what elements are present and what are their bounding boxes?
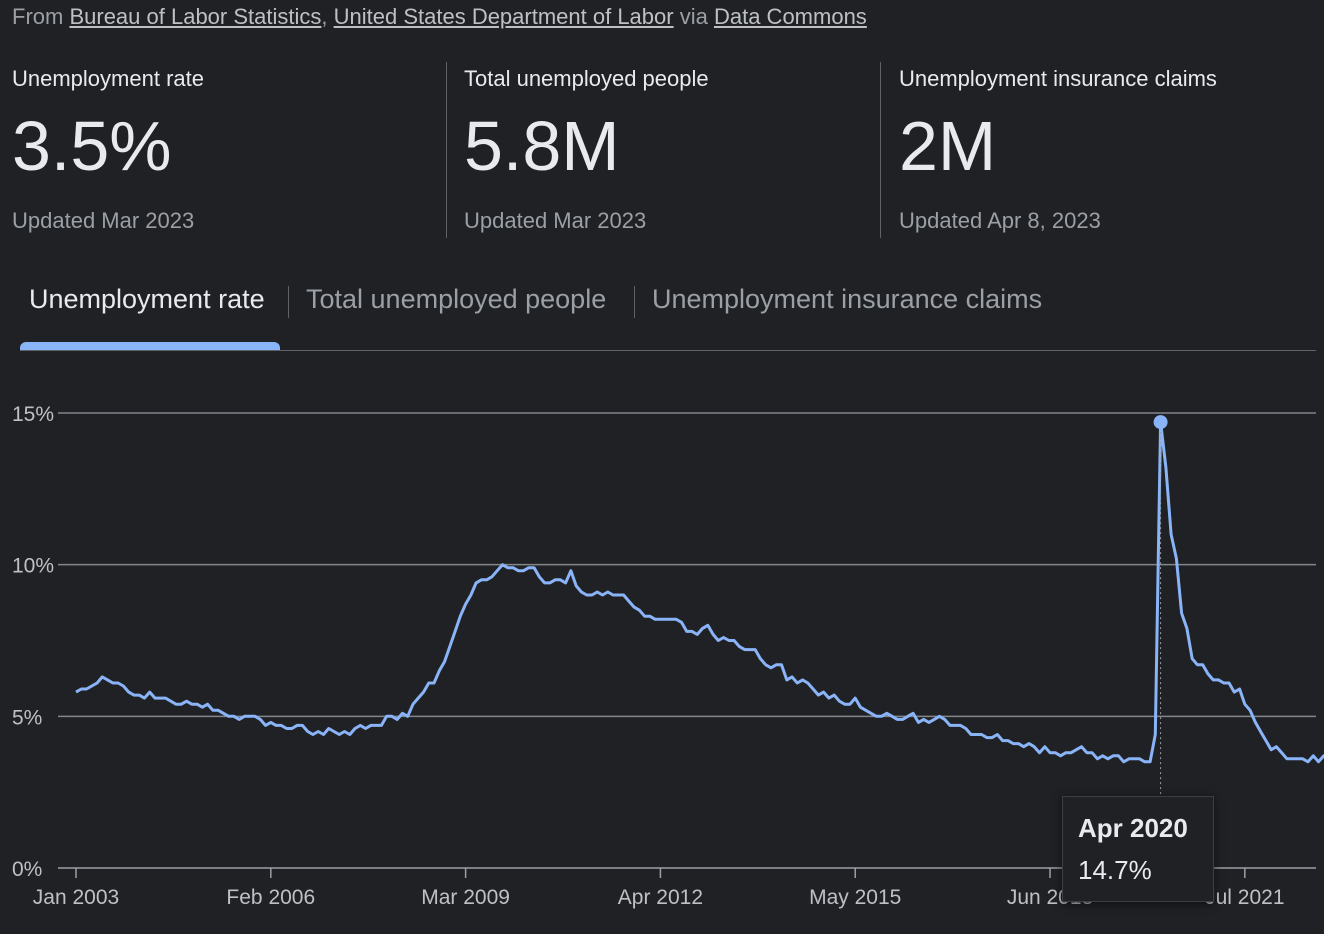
x-tick-label: Jan 2003 [33, 886, 119, 909]
source-attribution: From Bureau of Labor Statistics, United … [12, 4, 867, 29]
stat-value: 5.8M [464, 107, 620, 185]
stat-total-unemployed: Total unemployed people 5.8M Updated Mar… [446, 62, 884, 238]
highlight-point [1153, 415, 1168, 430]
tooltip-value: 14.7% [1078, 855, 1152, 885]
x-tick-label: Feb 2006 [226, 886, 315, 909]
series-line [75, 420, 1324, 764]
x-tick-label: Apr 2012 [618, 886, 703, 909]
source-link-bls[interactable]: Bureau of Labor Statistics [69, 4, 322, 29]
stat-insurance-claims: Unemployment insurance claims 2M Updated… [880, 62, 1324, 238]
stats-row: Unemployment rate 3.5% Updated Mar 2023 … [0, 62, 1324, 240]
y-tick-label: 10% [12, 555, 54, 578]
stat-updated: Updated Mar 2023 [12, 208, 195, 233]
x-tick-label: Mar 2009 [421, 886, 510, 909]
stat-label: Total unemployed people [464, 66, 709, 91]
chart-tabs: Unemployment rate Total unemployed peopl… [0, 278, 1324, 352]
tab-total-unemployed[interactable]: Total unemployed people [306, 284, 607, 314]
stat-label: Unemployment insurance claims [899, 66, 1217, 91]
stat-value: 2M [899, 107, 997, 185]
stat-label: Unemployment rate [12, 66, 204, 91]
stat-updated: Updated Mar 2023 [464, 208, 647, 233]
x-tick-label: May 2015 [809, 886, 901, 909]
source-link-dol[interactable]: United States Department of Labor [333, 4, 674, 29]
y-tick-label: 15% [12, 403, 54, 426]
stat-value: 3.5% [12, 107, 172, 185]
y-tick-label: 0% [12, 858, 42, 881]
tab-underline-rule [20, 350, 1316, 351]
tab-unemployment-rate[interactable]: Unemployment rate [29, 284, 265, 314]
active-tab-indicator [20, 342, 280, 350]
tab-insurance-claims[interactable]: Unemployment insurance claims [652, 284, 1043, 314]
source-link-data-commons[interactable]: Data Commons [713, 4, 867, 29]
source-via: via [679, 4, 708, 29]
y-tick-label: 5% [12, 706, 42, 729]
stat-unemployment-rate: Unemployment rate 3.5% Updated Mar 2023 [12, 62, 432, 238]
tooltip-date: Apr 2020 [1078, 813, 1188, 843]
source-prefix: From [12, 4, 64, 29]
tab-divider [288, 286, 289, 318]
stat-updated: Updated Apr 8, 2023 [899, 208, 1101, 233]
chart-tooltip: Apr 2020 14.7% [1062, 796, 1214, 902]
tab-divider [634, 286, 635, 318]
x-tick-label: Jul 2021 [1205, 886, 1284, 909]
unemployment-rate-chart: 0% 5% 10% 15% Jan 2003 Feb 2006 Mar 2009 Apr 20… [12, 403, 1324, 909]
